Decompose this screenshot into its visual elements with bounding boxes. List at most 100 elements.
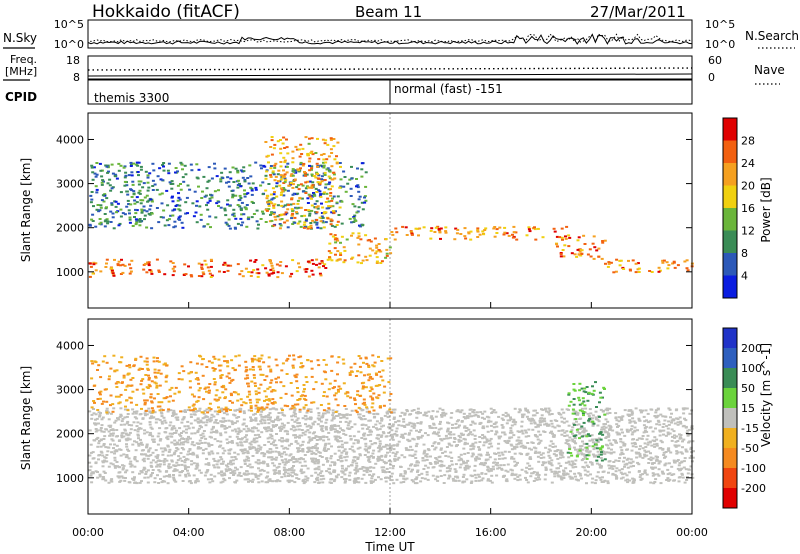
- velocity-cell: [470, 415, 474, 418]
- velocity-cell: [619, 446, 623, 449]
- velocity-cell: [183, 461, 187, 464]
- power-cell: [335, 237, 339, 240]
- power-cell: [199, 218, 203, 221]
- velocity-cell: [643, 429, 647, 432]
- velocity-cell: [530, 472, 534, 475]
- power-cell: [90, 198, 94, 201]
- velocity-cell: [182, 455, 186, 458]
- velocity-cell: [380, 425, 384, 428]
- velocity-cell: [260, 410, 264, 413]
- velocity-cell: [634, 407, 638, 410]
- velocity-cell: [384, 480, 388, 483]
- velocity-cell: [544, 468, 548, 471]
- velocity-cell: [102, 430, 106, 433]
- velocity-cell: [260, 431, 264, 434]
- velocity-cell: [319, 478, 323, 481]
- velocity-cell: [316, 479, 320, 482]
- power-cell: [144, 170, 148, 173]
- velocity-cell: [157, 469, 161, 472]
- velocity-cell: [504, 469, 508, 472]
- power-cell: [224, 263, 228, 266]
- power-cell: [294, 169, 298, 172]
- power-cell: [317, 174, 321, 177]
- velocity-cell: [575, 455, 579, 458]
- velocity-cell: [651, 430, 655, 433]
- velocity-cell: [382, 391, 386, 394]
- velocity-cell: [163, 448, 167, 451]
- power-cell: [180, 221, 184, 224]
- power-cell: [300, 215, 304, 218]
- velocity-cell: [290, 469, 294, 472]
- power-cell: [560, 236, 564, 239]
- velocity-cell: [641, 473, 645, 476]
- velocity-cell: [597, 415, 601, 418]
- velocity-cell: [222, 355, 226, 358]
- velocity-cell: [641, 435, 645, 437]
- velocity-cell: [433, 441, 437, 444]
- velocity-cell: [529, 475, 533, 478]
- power-cell: [250, 193, 254, 196]
- velocity-cell: [194, 467, 198, 470]
- velocity-cell: [585, 442, 589, 445]
- velocity-cell: [332, 469, 336, 472]
- velocity-cell: [298, 450, 302, 452]
- velocity-cell: [517, 411, 521, 414]
- velocity-cell: [310, 438, 314, 441]
- velocity-cell: [261, 452, 265, 454]
- power-cell: [129, 165, 133, 167]
- velocity-cell: [313, 437, 317, 439]
- power-cell: [279, 174, 283, 177]
- velocity-cell: [549, 462, 553, 465]
- velocity-cell: [643, 453, 647, 456]
- velocity-cell: [360, 424, 364, 426]
- velocity-cell: [244, 473, 248, 476]
- velocity-cell: [436, 410, 440, 413]
- velocity-cell: [242, 418, 246, 421]
- power-cell: [375, 250, 379, 253]
- velocity-cell: [288, 454, 292, 457]
- power-cell: [147, 262, 151, 265]
- velocity-cell: [609, 426, 613, 429]
- velocity-cell: [219, 481, 223, 484]
- velocity-cell: [494, 411, 498, 414]
- power-cell: [134, 212, 138, 215]
- velocity-cell: [466, 442, 469, 445]
- power-cell: [373, 237, 377, 240]
- velocity-cell: [237, 431, 241, 433]
- velocity-cell: [145, 413, 149, 416]
- velocity-cell: [102, 438, 106, 440]
- velocity-cell: [156, 454, 160, 457]
- power-cell: [323, 171, 327, 174]
- velocity-cell: [608, 428, 612, 431]
- velocity-cell: [534, 426, 538, 429]
- velocity-cell: [303, 460, 307, 463]
- velocity-cell: [208, 481, 212, 484]
- velocity-cell: [194, 480, 198, 482]
- power-cell: [311, 273, 315, 276]
- velocity-cell: [412, 409, 416, 411]
- velocity-cell: [306, 467, 310, 470]
- velocity-cell: [165, 436, 169, 439]
- power-cell: [111, 186, 115, 189]
- velocity-cell: [355, 469, 359, 472]
- velocity-cell: [221, 447, 225, 450]
- velocity-cell: [293, 481, 297, 484]
- velocity-cell: [524, 470, 528, 473]
- power-cell: [389, 252, 393, 255]
- power-cell: [301, 190, 305, 193]
- velocity-cell: [183, 425, 187, 428]
- power-cell: [340, 235, 344, 238]
- velocity-cell: [557, 470, 561, 473]
- velocity-cell: [286, 469, 290, 472]
- power-cell: [305, 173, 309, 176]
- velocity-cell: [564, 467, 568, 470]
- power-cell: [321, 216, 325, 219]
- velocity-cell: [629, 428, 633, 431]
- velocity-cell: [170, 428, 174, 431]
- velocity-cell: [360, 437, 364, 439]
- power-cell: [296, 202, 300, 205]
- velocity-cell: [159, 438, 163, 441]
- velocity-cell: [368, 466, 372, 469]
- velocity-cell: [607, 439, 611, 442]
- velocity-cell: [275, 480, 279, 483]
